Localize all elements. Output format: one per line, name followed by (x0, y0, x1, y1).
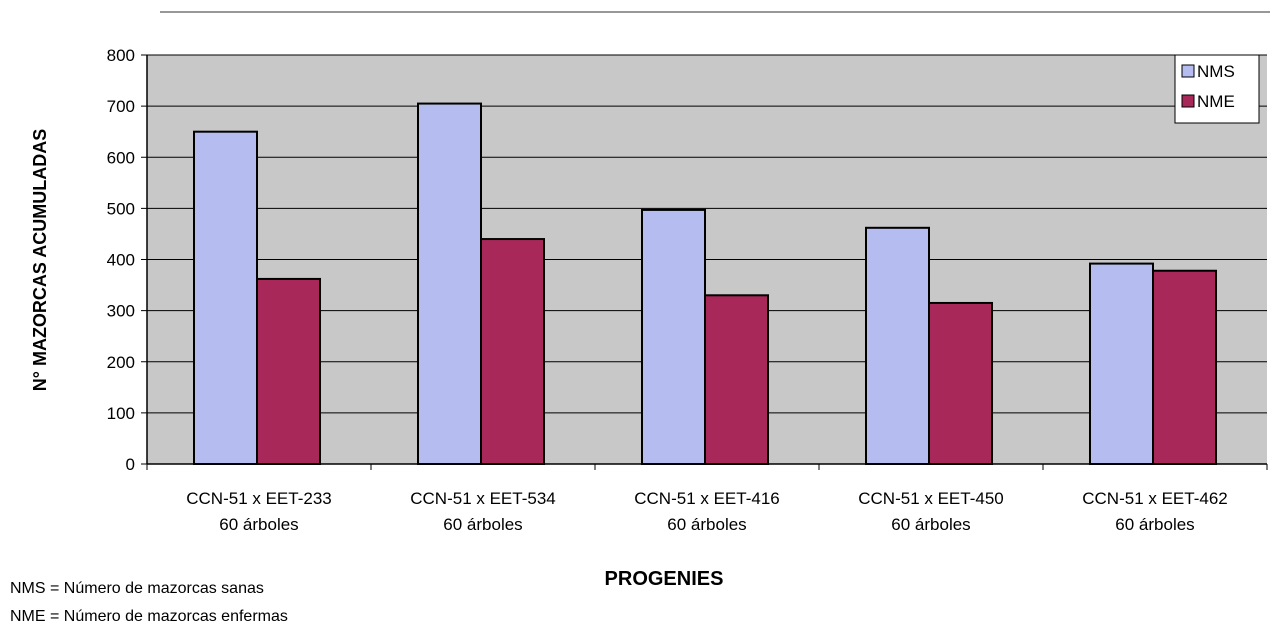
bar-nms (865, 226, 930, 465)
y-tick-label: 600 (107, 148, 135, 167)
footnote-nms: NMS = Número de mazorcas sanas (10, 580, 264, 597)
legend: NMS NME (1174, 54, 1260, 124)
y-tick-label: 700 (107, 97, 135, 116)
bar-nme (480, 238, 545, 465)
y-tick-labels: 0 100 200 300 400 500 600 700 800 (107, 46, 135, 474)
bar-nme (928, 301, 993, 465)
x-tick-label: 60 árboles (443, 515, 522, 534)
bar-nms (417, 102, 482, 465)
x-tick-label: 60 árboles (1115, 515, 1194, 534)
x-tick-labels: CCN-51 x EET-233 60 árboles CCN-51 x EET-5… (186, 489, 1228, 534)
bar-nms (1089, 262, 1154, 465)
x-tick-label: 60 árboles (891, 515, 970, 534)
axes (141, 54, 1268, 470)
x-tick-label: CCN-51 x EET-462 (1082, 489, 1228, 508)
x-tick-label: CCN-51 x EET-450 (858, 489, 1004, 508)
y-tick-label: 0 (126, 455, 135, 474)
bar-nme (1152, 269, 1217, 465)
bar-nme (256, 277, 321, 465)
legend-swatch-nms (1181, 64, 1195, 78)
x-tick-label: CCN-51 x EET-233 (186, 489, 332, 508)
legend-label-nme: NME (1197, 92, 1235, 111)
x-tick-label: CCN-51 x EET-534 (410, 489, 556, 508)
bar-nms (641, 208, 706, 465)
x-tick-label: 60 árboles (219, 515, 298, 534)
legend-label-nms: NMS (1197, 62, 1235, 81)
y-axis-label: N° MAZORCAS ACUMULADAS (30, 129, 50, 392)
y-tick-label: 400 (107, 251, 135, 270)
y-tick-label: 800 (107, 46, 135, 65)
bar-nme (704, 294, 769, 465)
bar-nms (193, 130, 258, 465)
y-tick-label: 200 (107, 353, 135, 372)
legend-swatch-nme (1181, 94, 1195, 108)
x-tick-label: CCN-51 x EET-416 (634, 489, 780, 508)
x-axis-label: PROGENIES (605, 568, 724, 590)
footnote-nme: NME = Número de mazorcas enfermas (10, 608, 288, 625)
y-tick-label: 500 (107, 199, 135, 218)
x-tick-label: 60 árboles (667, 515, 746, 534)
bars (193, 102, 1217, 465)
y-tick-label: 300 (107, 302, 135, 321)
y-tick-label: 100 (107, 404, 135, 423)
